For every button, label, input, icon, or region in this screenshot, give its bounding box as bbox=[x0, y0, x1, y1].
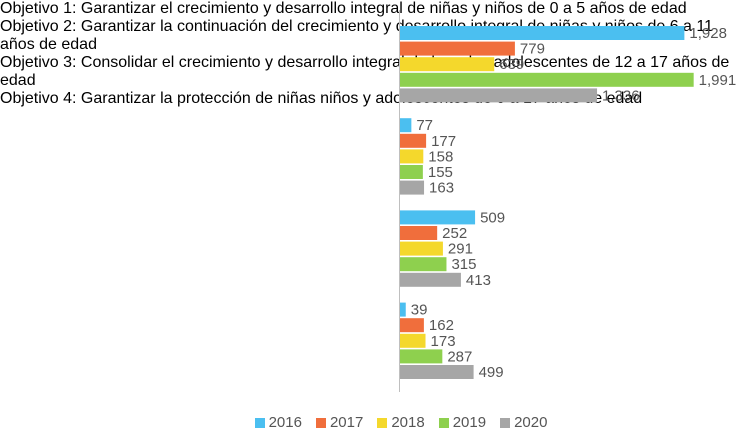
value-label: 39 bbox=[411, 302, 428, 319]
legend: 2016 2017 2018 2019 2020 bbox=[0, 414, 742, 431]
value-label: 1,991 bbox=[699, 72, 737, 89]
legend-swatch bbox=[254, 417, 265, 428]
bar bbox=[400, 333, 426, 348]
category-label: Objetivo 3: Consolidar el crecimiento y … bbox=[0, 54, 730, 89]
value-label: 77 bbox=[416, 117, 433, 134]
category-label-box: Objetivo 1: Garantizar el crecimiento y … bbox=[0, 0, 742, 18]
legend-label: 2020 bbox=[514, 414, 548, 431]
bar bbox=[400, 210, 476, 225]
bar bbox=[400, 133, 427, 148]
bar bbox=[400, 241, 443, 256]
value-label: 162 bbox=[429, 317, 454, 334]
bar bbox=[400, 180, 425, 195]
legend-item: 2020 bbox=[500, 414, 547, 431]
legend-label: 2017 bbox=[329, 414, 364, 431]
value-label: 1,928 bbox=[689, 25, 727, 42]
value-label: 177 bbox=[431, 133, 456, 150]
category-label: Objetivo 1: Garantizar el crecimiento y … bbox=[0, 0, 687, 17]
value-label: 155 bbox=[428, 164, 453, 181]
value-label: 163 bbox=[429, 180, 454, 197]
legend-swatch bbox=[438, 417, 449, 428]
value-label: 779 bbox=[520, 41, 545, 58]
value-label: 413 bbox=[466, 272, 491, 289]
bar bbox=[400, 365, 474, 379]
bar bbox=[400, 318, 424, 333]
category-label-box: Objetivo 3: Consolidar el crecimiento y … bbox=[0, 54, 742, 90]
legend-label: 2016 bbox=[268, 414, 302, 431]
value-label: 1,336 bbox=[602, 87, 640, 104]
bar bbox=[400, 302, 406, 317]
bar bbox=[400, 272, 461, 287]
legend-swatch bbox=[377, 417, 388, 428]
value-label: 315 bbox=[451, 256, 476, 273]
legend-swatch bbox=[315, 417, 326, 428]
legend-item: 2019 bbox=[438, 414, 487, 431]
bar bbox=[400, 349, 443, 364]
value-label: 173 bbox=[431, 333, 456, 350]
legend-item: 2016 bbox=[254, 414, 302, 431]
value-label: 291 bbox=[448, 241, 473, 258]
value-label: 499 bbox=[479, 364, 504, 381]
bar bbox=[400, 257, 447, 272]
bar bbox=[400, 72, 694, 87]
bar bbox=[400, 88, 598, 103]
bar bbox=[400, 26, 685, 40]
value-label: 287 bbox=[447, 348, 472, 365]
value-label: 158 bbox=[428, 148, 453, 165]
bar bbox=[400, 226, 438, 240]
bar bbox=[400, 118, 412, 133]
value-label: 639 bbox=[499, 56, 524, 73]
legend-swatch bbox=[500, 417, 511, 428]
bar bbox=[400, 57, 495, 72]
legend-label: 2018 bbox=[391, 414, 425, 431]
bar bbox=[400, 41, 515, 56]
value-label: 252 bbox=[442, 225, 467, 242]
bar bbox=[400, 165, 423, 179]
legend-label: 2019 bbox=[452, 414, 487, 431]
legend-item: 2017 bbox=[315, 414, 364, 431]
value-label: 509 bbox=[480, 209, 505, 226]
legend-item: 2018 bbox=[377, 414, 425, 431]
bar bbox=[400, 149, 424, 164]
